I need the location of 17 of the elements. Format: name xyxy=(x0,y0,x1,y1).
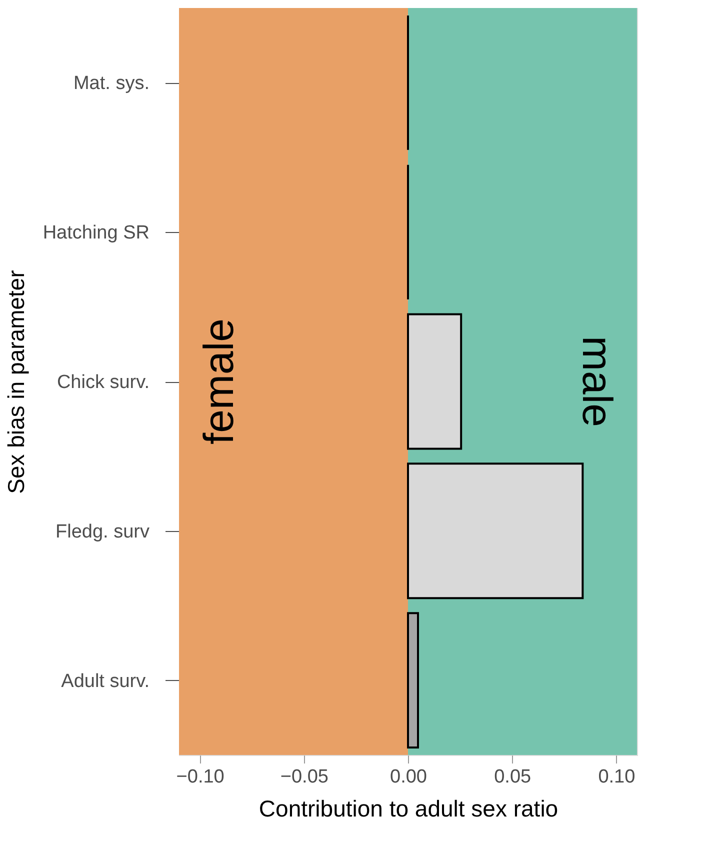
y-tick-label: Adult surv. xyxy=(61,670,150,692)
y-axis-title: Sex bias in parameter xyxy=(2,270,29,494)
bar xyxy=(407,612,419,749)
band-label: male xyxy=(574,336,621,428)
y-tick-label: Hatching SR xyxy=(42,222,150,244)
x-tick-label: −0.05 xyxy=(280,766,328,788)
bar xyxy=(407,462,584,600)
x-axis-title: Contribution to adult sex ratio xyxy=(258,796,558,822)
bar xyxy=(407,313,462,450)
x-tick-label: 0.10 xyxy=(598,766,636,788)
x-tick-label: 0.00 xyxy=(390,766,427,788)
y-tick-label: Chick surv. xyxy=(56,372,150,393)
y-tick-label: Mat. sys. xyxy=(73,73,150,94)
y-tick-label: Fledg. surv xyxy=(56,521,150,542)
x-tick-label: −0.10 xyxy=(176,766,224,788)
x-tick-label: 0.05 xyxy=(494,766,532,788)
band-label: female xyxy=(195,318,242,445)
